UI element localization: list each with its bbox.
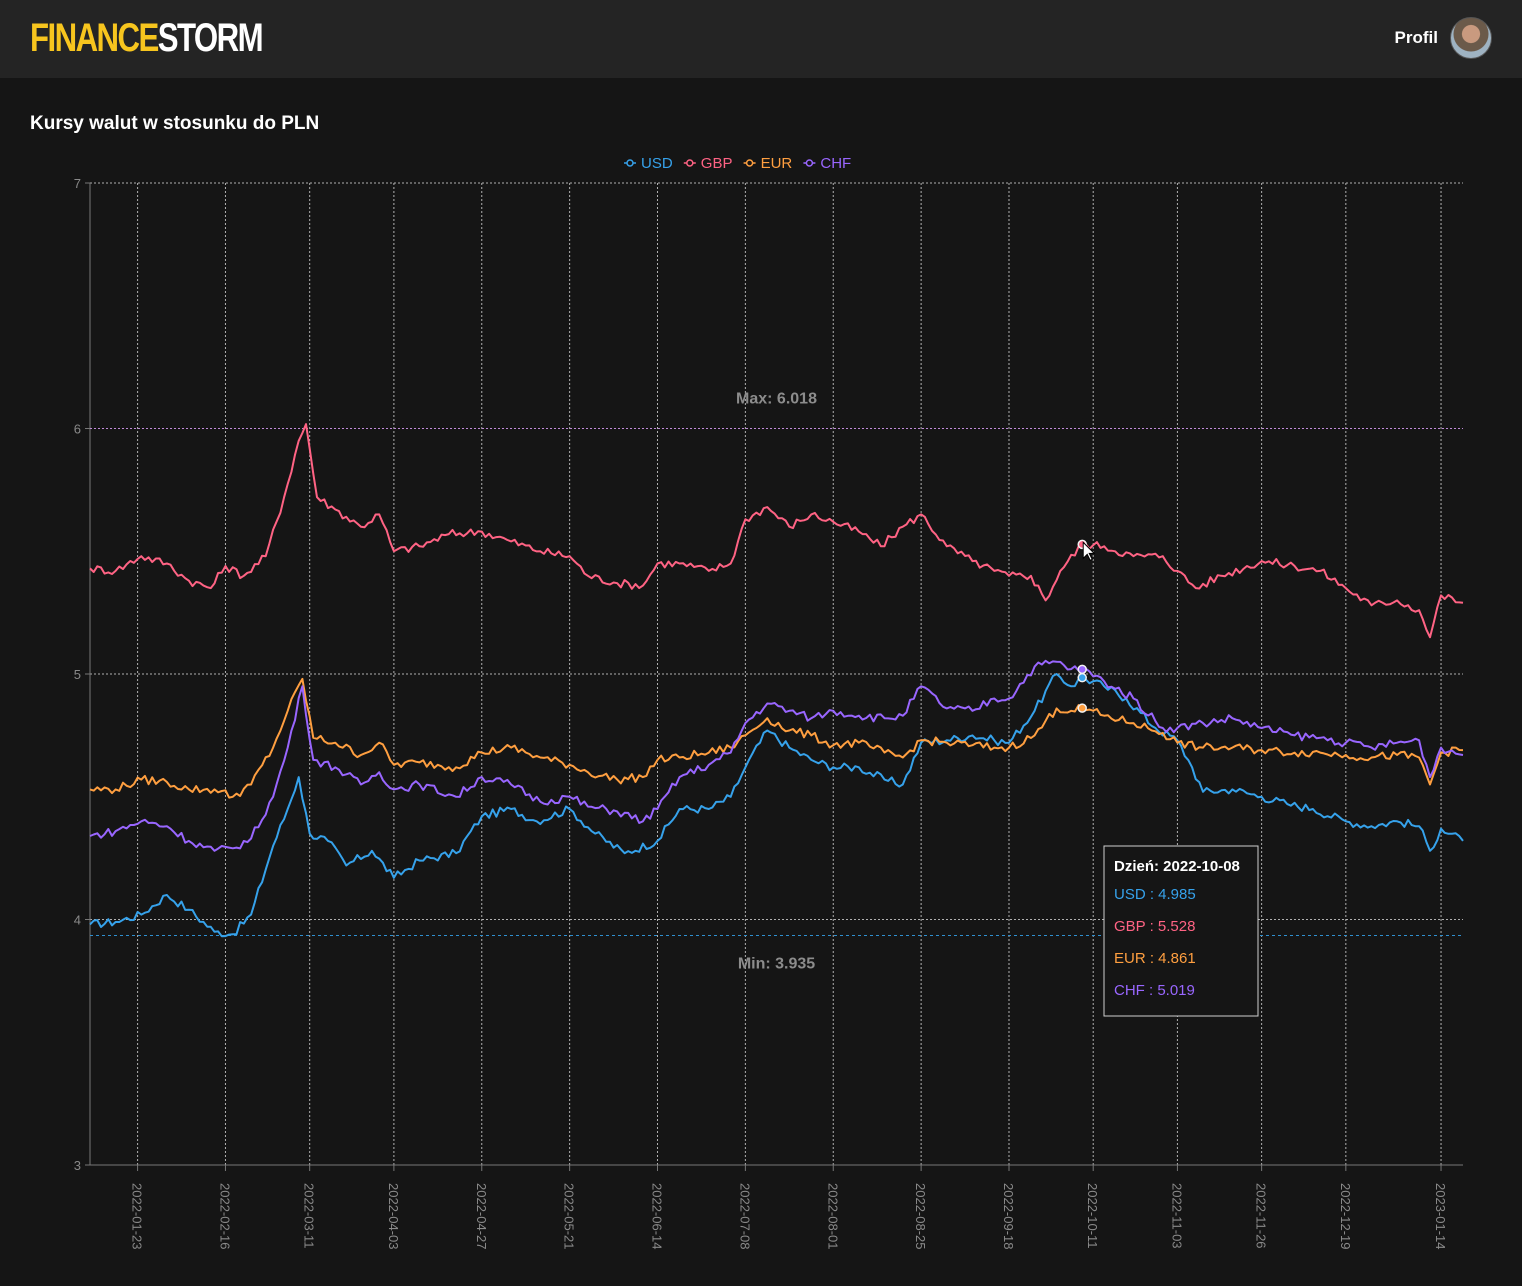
y-tick-label: 7 <box>74 176 81 191</box>
tooltip-box <box>1103 845 1259 1017</box>
series-line-eur <box>89 677 1464 799</box>
x-tick-label: 2023-01-14 <box>1433 1183 1448 1250</box>
legend-label-usd: USD <box>641 155 673 172</box>
logo-text-finance: FINANCE <box>30 16 159 60</box>
y-tick-label: 3 <box>74 1158 81 1173</box>
avatar[interactable] <box>1450 17 1492 59</box>
x-tick-label: 2022-06-14 <box>650 1183 665 1250</box>
legend-marker-eur <box>745 159 754 167</box>
y-tick-label: 4 <box>74 913 81 928</box>
x-tick-label: 2022-08-01 <box>825 1183 840 1250</box>
series-line-gbp <box>89 423 1464 639</box>
x-tick-label: 2022-02-16 <box>217 1183 232 1250</box>
series-lines <box>89 423 1464 938</box>
tooltip-row-eur: EUR : 4.861 <box>1114 950 1196 967</box>
logo-text-storm: STORM <box>157 16 264 60</box>
chart-grid <box>90 182 1463 1166</box>
chart-axes: 3 4 5 6 7 2022-01-23 2022-02-16 2022-03-11 2022-… <box>74 176 1463 1250</box>
x-tick-label: 2022-03-11 <box>302 1183 317 1249</box>
x-tick-label: 2022-11-26 <box>1254 1183 1269 1249</box>
hover-point-eur <box>1077 703 1087 713</box>
legend-marker-gbp <box>686 159 694 167</box>
reference-lines: Max: 6.018 Min: 3.935 <box>90 391 1463 972</box>
x-tick-label: 2022-04-27 <box>474 1183 489 1250</box>
x-tick-label: 2022-04-03 <box>386 1183 401 1250</box>
max-annotation-label: Max: 6.018 <box>736 391 817 408</box>
series-line-chf <box>89 659 1464 852</box>
profile-menu[interactable]: Profil <box>1395 17 1492 59</box>
y-tick-label: 5 <box>74 667 81 682</box>
x-tick-label: 2022-11-03 <box>1169 1183 1184 1249</box>
hover-point-chf <box>1077 664 1087 675</box>
legend-label-chf: CHF <box>820 155 851 172</box>
chart-tooltip: Dzień: 2022-10-08 USD : 4.985 GBP : 5.528 E… <box>1077 539 1259 1017</box>
mouse-cursor-icon <box>1082 541 1096 562</box>
legend-label-eur: EUR <box>761 155 793 172</box>
x-tick-label: 2022-07-08 <box>737 1183 752 1250</box>
x-tick-label: 2022-10-11 <box>1085 1183 1100 1249</box>
legend-label-gbp: GBP <box>701 155 733 172</box>
tooltip-row-chf: CHF : 5.019 <box>1114 982 1195 999</box>
hover-point-usd <box>1077 672 1087 683</box>
x-tick-label: 2022-01-23 <box>130 1183 145 1250</box>
legend-item-gbp[interactable]: GBP <box>683 155 733 172</box>
profile-label[interactable]: Profil <box>1394 28 1438 47</box>
legend-marker-chf <box>805 159 814 167</box>
legend-item-chf[interactable]: CHF <box>803 155 851 172</box>
x-tick-label: 2022-05-21 <box>562 1183 577 1250</box>
x-tick-label: 2022-09-18 <box>1001 1183 1016 1250</box>
page-title: Kursy walut w stosunku do PLN <box>30 113 320 134</box>
legend-item-eur[interactable]: EUR <box>743 155 793 172</box>
series-line-usd <box>89 673 1464 938</box>
min-annotation-label: Min: 3.935 <box>738 955 815 972</box>
tooltip-row-usd: USD : 4.985 <box>1114 886 1196 903</box>
legend-marker-usd <box>626 159 634 167</box>
tooltip-row-gbp: GBP : 5.528 <box>1114 918 1195 935</box>
chart-legend[interactable]: USD GBP EUR CHF <box>624 155 851 172</box>
x-tick-label: 2022-08-25 <box>913 1183 928 1250</box>
y-tick-label: 6 <box>74 422 81 437</box>
legend-item-usd[interactable]: USD <box>624 155 673 172</box>
top-bar: FINANCESTORM Profil <box>0 0 1522 78</box>
finance-storm-logo[interactable]: FINANCESTORM <box>30 16 264 60</box>
tooltip-title: Dzień: 2022-10-08 <box>1114 858 1240 875</box>
x-tick-label: 2022-12-19 <box>1338 1183 1353 1250</box>
